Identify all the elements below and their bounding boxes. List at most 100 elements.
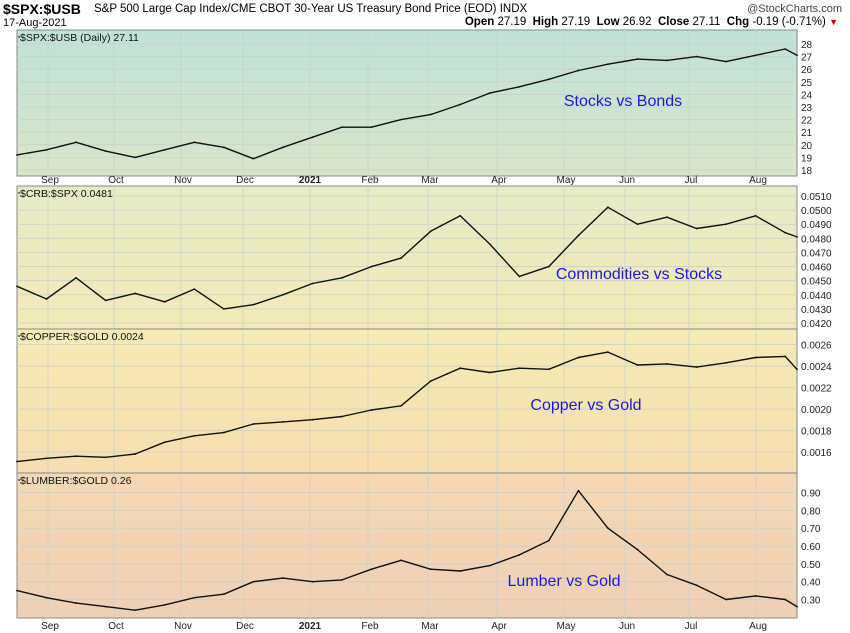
data-point: [518, 367, 521, 370]
y-tick-label: 0.70: [801, 524, 821, 535]
data-point: [282, 420, 284, 423]
data-point: [222, 307, 225, 310]
x-tick-label: Aug: [749, 175, 767, 186]
data-point: [370, 568, 373, 571]
y-tick-label: 0.40: [801, 578, 821, 589]
y-tick-label: 0.0450: [801, 277, 832, 288]
y-tick-label: 0.0024: [801, 362, 832, 373]
y-tick-label: 0.0490: [801, 220, 832, 231]
y-tick-label: 0.0510: [801, 192, 832, 203]
data-point: [429, 230, 432, 233]
data-point: [607, 351, 609, 353]
panel-title: $COPPER:$GOLD 0.0024: [20, 331, 144, 343]
data-point: [341, 578, 343, 581]
data-point: [547, 368, 550, 371]
y-tick-label: 0.0026: [801, 341, 832, 352]
data-point: [45, 457, 48, 460]
data-point: [488, 92, 491, 95]
data-point: [75, 141, 77, 144]
symbol-description: S&P 500 Large Cap Index/CME CBOT 30-Year…: [94, 3, 527, 15]
data-point: [429, 113, 432, 116]
x-axis-labels-top: Sep Oct Nov Dec 2021 Feb Mar Apr May Jun Jul Aug: [41, 175, 767, 186]
y-tick-label: 0.80: [801, 506, 821, 517]
symbol-title: $SPX:$USB: [3, 1, 81, 17]
panel-annotation: Copper vs Gold: [530, 397, 641, 414]
data-point: [311, 580, 314, 583]
data-point: [607, 527, 609, 530]
quote-date: 17-Aug-2021: [3, 17, 67, 29]
x-tick-label: Nov: [174, 175, 192, 186]
data-point: [666, 573, 668, 576]
high-value: 27.19: [561, 16, 591, 28]
low-label: Low: [596, 16, 620, 28]
data-point: [547, 539, 550, 542]
data-point: [400, 404, 402, 407]
data-point: [796, 54, 798, 57]
data-point: [784, 598, 787, 601]
data-point: [75, 602, 77, 604]
brand-watermark[interactable]: @StockCharts.com: [747, 3, 842, 15]
panel-annotation: Commodities vs Stocks: [556, 266, 722, 283]
data-point: [607, 63, 609, 66]
x-tick-label: Apr: [491, 175, 507, 186]
data-point: [311, 282, 314, 285]
y-tick-label: 20: [801, 141, 813, 152]
data-point: [75, 276, 77, 279]
y-tick-label: 0.0430: [801, 305, 832, 316]
y-tick-label: 26: [801, 65, 813, 76]
data-point: [459, 214, 462, 217]
data-point: [311, 418, 314, 421]
panel-title: $CRB:$SPX 0.0481: [20, 188, 113, 200]
x-tick-label: Sep: [41, 621, 59, 632]
panel-background: [16, 29, 798, 177]
y-tick-label: 0.0420: [801, 319, 832, 330]
y-tick-label: 0.90: [801, 488, 821, 499]
x-tick-label: Sep: [41, 175, 59, 186]
ohlc-readout: Open 27.19 High 27.19 Low 26.92 Close 27…: [465, 16, 838, 28]
data-point: [577, 489, 580, 492]
y-tick-label: 19: [801, 153, 813, 164]
x-axis-labels-bottom: Sep Oct Nov Dec 2021 Feb Mar Apr May Jun Jul Aug: [41, 621, 767, 632]
x-tick-label: 2021: [299, 621, 322, 632]
close-label: Close: [657, 16, 690, 28]
low-value: 26.92: [622, 16, 652, 28]
series-line: [16, 48, 798, 160]
data-point: [488, 243, 491, 245]
x-tick-label: 2021: [299, 175, 322, 186]
data-point: [725, 223, 727, 226]
x-tick-label: May: [557, 175, 576, 186]
data-point: [666, 59, 668, 62]
x-tick-label: Mar: [421, 175, 439, 186]
x-tick-label: Oct: [108, 175, 124, 186]
data-point: [370, 265, 373, 268]
data-point: [577, 69, 580, 72]
data-point: [488, 371, 491, 374]
data-point: [222, 146, 225, 149]
data-point: [754, 595, 757, 597]
data-point: [636, 58, 639, 61]
data-point: [163, 148, 166, 151]
data-point: [282, 293, 284, 296]
data-point: [341, 276, 343, 279]
data-point: [341, 126, 343, 129]
y-tick-label: 0.0016: [801, 448, 832, 459]
x-tick-label: Oct: [108, 621, 124, 632]
data-point: [518, 85, 521, 88]
y-tick-label: 27: [801, 53, 813, 64]
y-tick-label: 24: [801, 90, 813, 101]
data-point: [695, 366, 698, 369]
x-tick-label: Feb: [361, 621, 379, 632]
y-tick-label: 0.0018: [801, 426, 832, 437]
data-point: [370, 409, 373, 411]
x-tick-label: Feb: [361, 175, 379, 186]
panel-title: $LUMBER:$GOLD 0.26: [20, 475, 132, 487]
down-arrow-icon: ▼: [829, 17, 838, 27]
data-point: [636, 548, 639, 551]
data-point: [754, 54, 757, 57]
data-point: [134, 156, 137, 159]
data-point: [45, 298, 48, 300]
data-point: [400, 257, 402, 259]
data-point: [488, 564, 491, 567]
panel-background: [16, 185, 798, 330]
